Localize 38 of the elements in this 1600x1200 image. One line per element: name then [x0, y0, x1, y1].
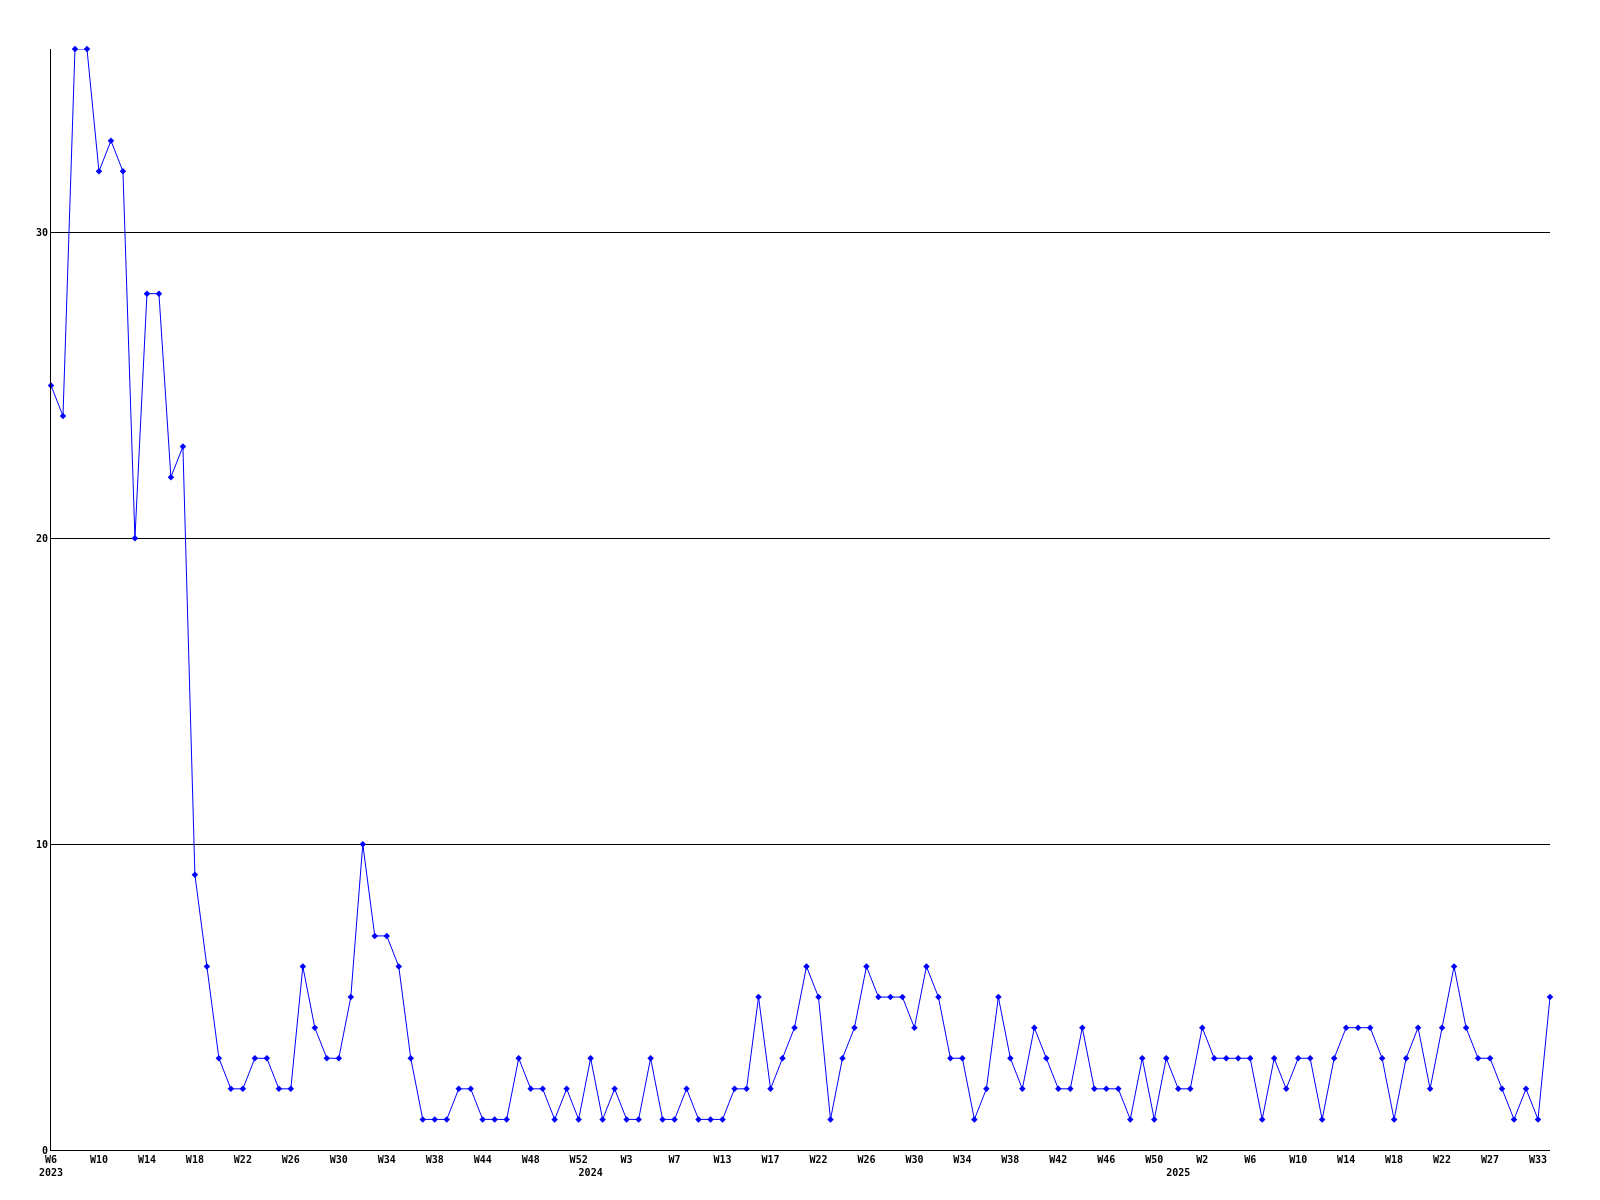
x-tick-label: W38 [1001, 1154, 1020, 1165]
x-tick-label: W30 [905, 1154, 924, 1165]
x-tick-label: W6 2023 [38, 1154, 64, 1178]
x-tick-label: W3 [620, 1154, 633, 1165]
y-tick-label: 10 [35, 838, 48, 850]
x-tick-label: W10 [1289, 1154, 1308, 1165]
y-tick-label: 20 [35, 532, 48, 544]
x-tick-label: W22 [233, 1154, 252, 1165]
x-tick-label: W42 [1049, 1154, 1068, 1165]
x-tick-label: 2024 [578, 1167, 603, 1178]
x-tick-label: W33 [1528, 1154, 1548, 1165]
x-tick-label: W22 [809, 1154, 828, 1165]
x-tick-label: W10 [89, 1154, 108, 1165]
x-tick-label: W50 [1145, 1154, 1164, 1165]
x-tick-label: W30 [329, 1154, 348, 1165]
x-tick-label: W7 [668, 1154, 681, 1165]
x-tick-label: W27 [1481, 1154, 1500, 1165]
x-tick-label: W13 [713, 1154, 732, 1165]
y-tick-label: 0 [41, 1144, 48, 1156]
x-tick-label: W17 [761, 1154, 780, 1165]
x-tick-label: W26 [857, 1154, 876, 1165]
x-tick-label: W18 [1385, 1154, 1404, 1165]
x-tick-label: W2 [1196, 1154, 1209, 1165]
x-tick-label: W6 [1244, 1154, 1257, 1165]
x-tick-label: W14 [137, 1154, 156, 1165]
x-tick-label: W48 [521, 1154, 540, 1165]
x-tick-label: W26 [281, 1154, 300, 1165]
x-tick-label: 2025 [1166, 1167, 1191, 1178]
x-tick-label: W46 [1097, 1154, 1116, 1165]
x-tick-label: W34 [953, 1154, 972, 1165]
x-tick-label: W18 [185, 1154, 204, 1165]
x-tick-label: W44 [473, 1154, 492, 1165]
y-tick-label: 30 [35, 227, 48, 238]
x-tick-label: W38 [425, 1154, 444, 1165]
x-tick-label: W34 [377, 1154, 396, 1165]
x-tick-label: W14 [1337, 1154, 1356, 1165]
x-tick-label: W22 [1433, 1154, 1452, 1165]
x-tick-label: W52 [569, 1154, 588, 1165]
